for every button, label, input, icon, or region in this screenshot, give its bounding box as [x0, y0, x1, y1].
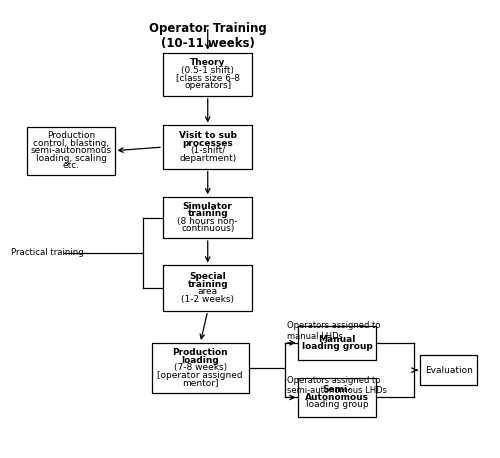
Text: Visit to sub: Visit to sub — [179, 131, 236, 140]
FancyBboxPatch shape — [163, 53, 252, 96]
Text: [class size 6-8: [class size 6-8 — [176, 73, 240, 82]
Text: training: training — [188, 280, 228, 289]
Text: (0.5-1 shift): (0.5-1 shift) — [181, 66, 234, 75]
Text: Operators assigned to
manual LHDs: Operators assigned to manual LHDs — [288, 321, 380, 341]
Text: Simulator: Simulator — [183, 202, 232, 211]
Text: Production: Production — [172, 349, 228, 357]
Text: Practical training: Practical training — [12, 248, 84, 257]
Text: Operator Training
(10-11 weeks): Operator Training (10-11 weeks) — [149, 22, 266, 50]
Text: loading, scaling: loading, scaling — [36, 154, 107, 163]
Text: training: training — [188, 209, 228, 218]
Text: Autonomous: Autonomous — [305, 393, 369, 402]
Text: loading: loading — [182, 356, 219, 365]
Text: Theory: Theory — [190, 59, 226, 67]
FancyBboxPatch shape — [298, 378, 376, 417]
Text: loading group: loading group — [306, 400, 368, 409]
Text: department): department) — [179, 154, 236, 163]
Text: control, blasting,: control, blasting, — [33, 139, 109, 147]
FancyBboxPatch shape — [152, 343, 249, 393]
Text: processes: processes — [182, 139, 233, 148]
Text: continuous): continuous) — [181, 224, 234, 234]
FancyBboxPatch shape — [163, 266, 252, 311]
FancyBboxPatch shape — [28, 127, 115, 174]
FancyBboxPatch shape — [163, 197, 252, 238]
Text: Operators assigned to
semi-autonomous LHDs: Operators assigned to semi-autonomous LH… — [288, 376, 388, 395]
Text: (8 hours non-: (8 hours non- — [178, 217, 238, 226]
Text: Special: Special — [190, 273, 226, 281]
Text: (1-shift/: (1-shift/ — [190, 146, 226, 155]
FancyBboxPatch shape — [298, 326, 376, 360]
Text: operators]: operators] — [184, 81, 232, 90]
Text: Production: Production — [47, 131, 95, 140]
Text: Evaluation: Evaluation — [425, 365, 473, 375]
Text: Semi-: Semi- — [322, 386, 352, 394]
FancyBboxPatch shape — [163, 125, 252, 169]
Text: mentor]: mentor] — [182, 378, 218, 387]
Text: [operator assigned: [operator assigned — [158, 371, 243, 380]
Text: semi-autonomous: semi-autonomous — [30, 146, 112, 155]
Text: etc.: etc. — [62, 161, 80, 170]
Text: (7-8 weeks): (7-8 weeks) — [174, 363, 227, 372]
Text: area: area — [198, 288, 218, 296]
FancyBboxPatch shape — [420, 355, 478, 385]
Text: (1-2 weeks): (1-2 weeks) — [181, 295, 234, 304]
Text: Manual: Manual — [318, 334, 356, 344]
Text: loading group: loading group — [302, 342, 372, 351]
